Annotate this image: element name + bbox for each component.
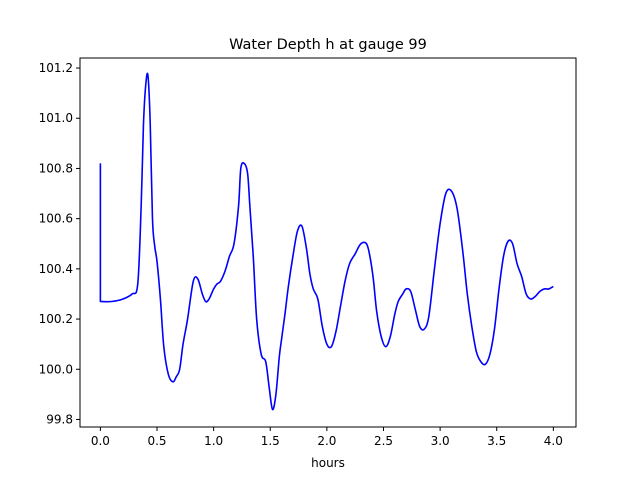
y-tick-label: 99.8 xyxy=(46,412,73,426)
x-tick-label: 0.5 xyxy=(147,434,166,448)
x-axis: 0.0 0.5 1.0 1.5 2.0 2.5 3.0 3.5 4.0 xyxy=(91,427,563,448)
series-line-0 xyxy=(99,72,554,411)
y-tick-label: 100.4 xyxy=(39,262,73,276)
y-axis: 99.8 100.0 100.2 100.4 100.6 100.8 101.0 101.2 xyxy=(39,61,80,426)
y-tick-label: 100.0 xyxy=(39,362,73,376)
x-tick-label: 3.0 xyxy=(431,434,450,448)
x-tick-label: 1.5 xyxy=(261,434,280,448)
y-tick-label: 100.8 xyxy=(39,161,73,175)
x-axis-label: hours xyxy=(311,456,345,470)
y-tick-label: 100.6 xyxy=(39,212,73,226)
y-tick-label: 100.2 xyxy=(39,312,73,326)
y-tick-label: 101.2 xyxy=(39,61,73,75)
x-tick-label: 2.5 xyxy=(374,434,393,448)
x-tick-label: 0.0 xyxy=(91,434,110,448)
x-tick-label: 3.5 xyxy=(487,434,506,448)
series-group xyxy=(99,72,554,411)
y-tick-label: 101.0 xyxy=(39,111,73,125)
x-tick-label: 1.0 xyxy=(204,434,223,448)
x-tick-label: 2.0 xyxy=(317,434,336,448)
plot-area xyxy=(79,57,577,428)
x-tick-label: 4.0 xyxy=(544,434,563,448)
chart-title: Water Depth h at gauge 99 xyxy=(229,37,427,53)
